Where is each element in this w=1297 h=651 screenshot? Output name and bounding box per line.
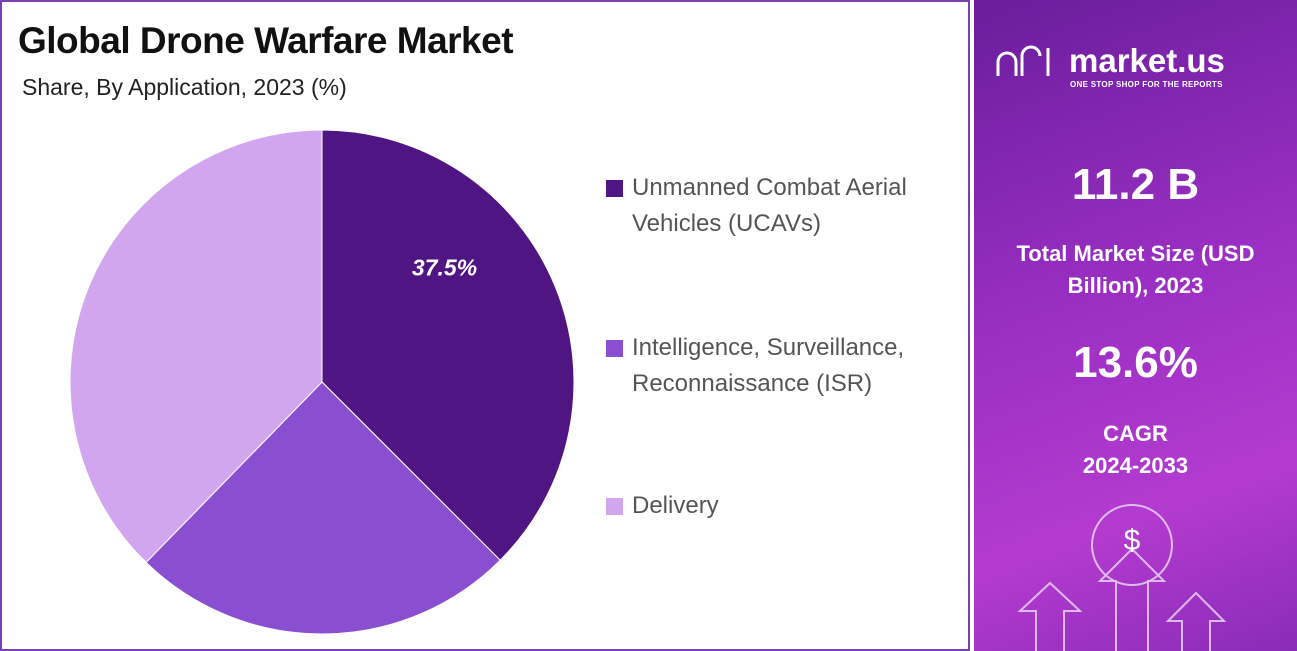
legend-item: Unmanned Combat Aerial Vehicles (UCAVs) <box>606 170 956 242</box>
legend-swatch <box>606 340 623 357</box>
market-size-label: Total Market Size (USD Billion), 2023 <box>1016 241 1255 298</box>
arrow-icon <box>1017 581 1083 651</box>
logo-icon <box>996 45 1042 76</box>
chart-title: Global Drone Warfare Market <box>18 20 514 61</box>
legend-label: Delivery <box>632 492 719 519</box>
dollar-icon: $ <box>1124 524 1141 557</box>
arrow-icon <box>1097 547 1167 651</box>
legend-label: Unmanned Combat Aerial Vehicles (UCAVs) <box>632 174 907 237</box>
coin-icon <box>1091 504 1173 586</box>
tagline: ONE STOP SHOP FOR THE REPORTS <box>1070 80 1223 89</box>
legend-swatch <box>606 180 623 197</box>
legend-item: Delivery <box>606 488 956 524</box>
arrow-icon <box>1165 591 1227 651</box>
legend-item: Intelligence, Surveillance, Reconnaissan… <box>606 330 956 402</box>
chart-panel: Global Drone Warfare Market Share, By Ap… <box>0 0 970 651</box>
pie-slice <box>69 129 323 564</box>
pie-slice <box>145 381 501 635</box>
cagr-period: 2024-2033 <box>1082 453 1189 478</box>
pie-slice <box>321 129 575 561</box>
market-size: 11.2 B <box>1071 160 1200 209</box>
cagr-label: CAGR <box>1103 421 1168 446</box>
cagr: 13.6% <box>1073 338 1198 387</box>
decor: $ <box>996 45 1227 651</box>
pie-chart: 37.5% <box>69 129 575 635</box>
brand: market.us <box>1069 42 1225 79</box>
data-label: 37.5% <box>412 255 477 281</box>
chart-subtitle: Share, By Application, 2023 (%) <box>22 74 347 100</box>
info-panel: $ market.us ONE STOP SHOP FOR THE REPORT… <box>974 0 1297 651</box>
legend-swatch <box>606 498 623 515</box>
legend-label: Intelligence, Surveillance, Reconnaissan… <box>632 334 905 397</box>
